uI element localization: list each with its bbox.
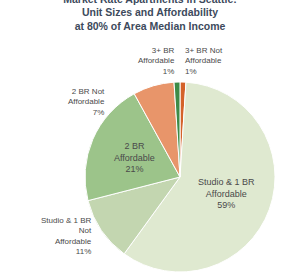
- svg-text:2 BR NotAffordable7%: 2 BR NotAffordable7%: [68, 87, 105, 117]
- svg-text:2 BRAffordable21%: 2 BRAffordable21%: [114, 141, 155, 174]
- svg-text:3+ BRAffordable1%: 3+ BRAffordable1%: [138, 46, 175, 76]
- svg-text:3+ BR NotAffordable1%: 3+ BR NotAffordable1%: [185, 46, 223, 76]
- svg-text:Studio & 1 BRAffordable59%: Studio & 1 BRAffordable59%: [198, 177, 255, 210]
- svg-text:Studio & 1 BRNotAffordable11%: Studio & 1 BRNotAffordable11%: [41, 216, 92, 256]
- svg-text:Market Rate Apartments in Seat: Market Rate Apartments in Seattle:Unit S…: [63, 0, 237, 32]
